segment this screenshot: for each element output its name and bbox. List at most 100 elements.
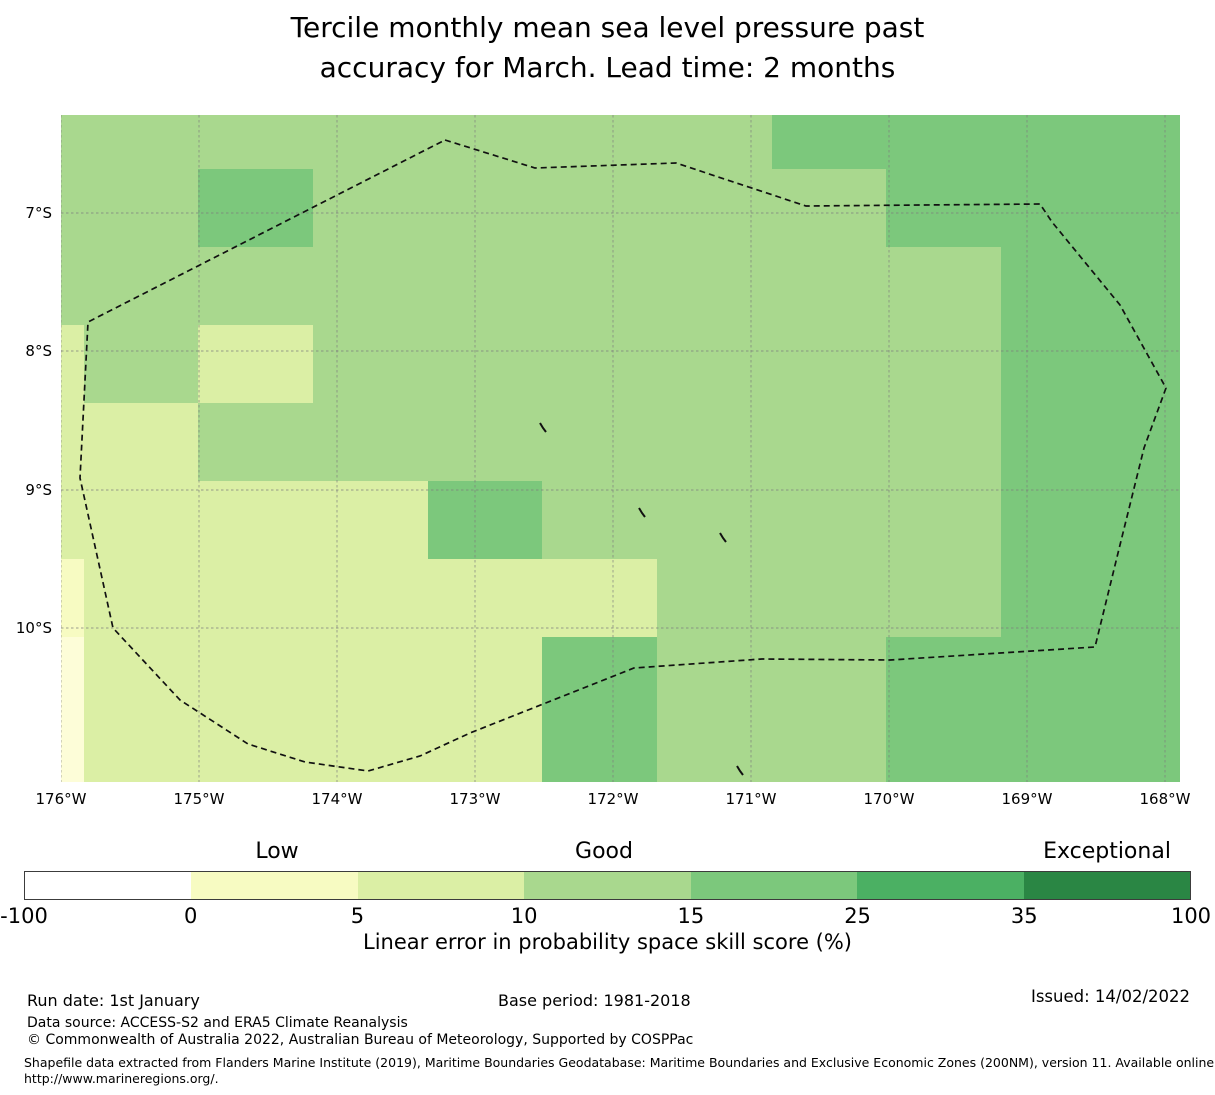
island-mark — [638, 507, 646, 518]
map-cell — [83, 559, 199, 637]
page-title-line-1: Tercile monthly mean sea level pressure … — [290, 11, 925, 44]
map-cell — [886, 247, 1002, 325]
lon-tick-label: 168°W — [1139, 790, 1191, 808]
map-cell — [1001, 247, 1116, 325]
map-cell — [771, 559, 887, 637]
colorbar-category-label: Low — [255, 839, 299, 864]
lon-tick-label: 174°W — [311, 790, 363, 808]
map-cell — [657, 637, 772, 715]
lat-tick-label: 7°S — [25, 204, 52, 222]
map-cell — [1115, 247, 1180, 325]
map-cell — [771, 637, 887, 715]
map-cell — [61, 325, 84, 403]
colorbar-tick-label: 25 — [844, 904, 871, 928]
map-cell — [427, 169, 543, 247]
map-cell — [657, 715, 772, 782]
map-cell — [657, 481, 772, 559]
map-cell — [1115, 481, 1180, 559]
map-cell — [1001, 481, 1116, 559]
map-cell — [83, 403, 199, 481]
colorbar-tick-label: 5 — [350, 904, 365, 928]
footer-shapefile-attribution-line-2: http://www.marineregions.org/. — [24, 1071, 219, 1086]
map-cell — [61, 169, 84, 247]
map-plot-area — [61, 115, 1180, 782]
map-cell — [886, 715, 1002, 782]
colorbar-category-label: Exceptional — [1043, 839, 1171, 864]
colorbar-caption: Linear error in probability space skill … — [363, 930, 852, 954]
map-cell — [771, 115, 887, 169]
map-cell — [1115, 559, 1180, 637]
colorbar-segment — [191, 872, 358, 899]
map-cell — [542, 247, 657, 325]
map-cell — [427, 559, 543, 637]
map-cell — [657, 169, 772, 247]
map-cell — [886, 115, 1002, 169]
map-cell — [83, 247, 199, 325]
map-cell — [657, 247, 772, 325]
map-cell — [312, 115, 428, 169]
map-cell — [542, 325, 657, 403]
colorbar-segment — [25, 872, 192, 899]
map-cell — [657, 559, 772, 637]
map-cell — [771, 325, 887, 403]
colorbar-tick-label: 100 — [1170, 904, 1212, 928]
map-cell — [542, 169, 657, 247]
map-cell — [312, 247, 428, 325]
colorbar-tick-label: -100 — [0, 904, 48, 928]
map-cell — [1115, 115, 1180, 169]
map-cell — [61, 481, 84, 559]
map-cell — [771, 247, 887, 325]
lat-tick-label: 9°S — [25, 481, 52, 499]
map-cell — [542, 481, 657, 559]
map-cell — [771, 169, 887, 247]
map-cell — [1115, 637, 1180, 715]
map-cell — [83, 325, 199, 403]
colorbar-category-label: Good — [575, 839, 633, 864]
map-cell — [771, 403, 887, 481]
lat-tick-label: 10°S — [15, 619, 52, 637]
map-cell — [61, 247, 84, 325]
map-cell — [542, 403, 657, 481]
map-cell — [312, 481, 428, 559]
map-cell — [886, 481, 1002, 559]
map-cell — [542, 637, 657, 715]
lon-tick-label: 171°W — [725, 790, 777, 808]
lon-tick-label: 172°W — [587, 790, 639, 808]
map-cell — [1001, 169, 1116, 247]
map-cell — [83, 115, 199, 169]
map-cell — [427, 403, 543, 481]
lon-tick-label: 175°W — [173, 790, 225, 808]
footer-base-period: Base period: 1981-2018 — [498, 991, 691, 1010]
colorbar-tick-label: 15 — [677, 904, 705, 928]
colorbar-segment — [857, 872, 1024, 899]
map-cell — [1001, 325, 1116, 403]
lon-tick-label: 173°W — [449, 790, 501, 808]
map-cell — [427, 247, 543, 325]
map-cell — [886, 325, 1002, 403]
map-cell — [198, 115, 313, 169]
map-cell — [312, 403, 428, 481]
map-cell — [886, 169, 1002, 247]
map-cell — [198, 247, 313, 325]
footer-shapefile-attribution-line-1: Shapefile data extracted from Flanders M… — [24, 1055, 1215, 1070]
map-cell — [427, 325, 543, 403]
map-overlay — [61, 115, 1180, 782]
colorbar-segment — [524, 872, 691, 899]
colorbar-segment — [690, 872, 858, 899]
island-mark — [736, 765, 744, 776]
map-cell — [61, 115, 84, 169]
map-cell — [198, 169, 313, 247]
footer-copyright: © Commonwealth of Australia 2022, Austra… — [27, 1032, 694, 1048]
colorbar-segment — [1023, 872, 1190, 899]
map-cell — [1001, 715, 1116, 782]
map-cell — [657, 403, 772, 481]
map-cell — [657, 325, 772, 403]
map-cell — [61, 715, 84, 782]
footer-run-date: Run date: 1st January — [27, 991, 200, 1010]
map-cell — [83, 637, 199, 715]
lon-tick-label: 169°W — [1001, 790, 1053, 808]
colorbar-tick-label: 35 — [1010, 904, 1038, 928]
map-cell — [312, 559, 428, 637]
map-cell — [83, 169, 199, 247]
